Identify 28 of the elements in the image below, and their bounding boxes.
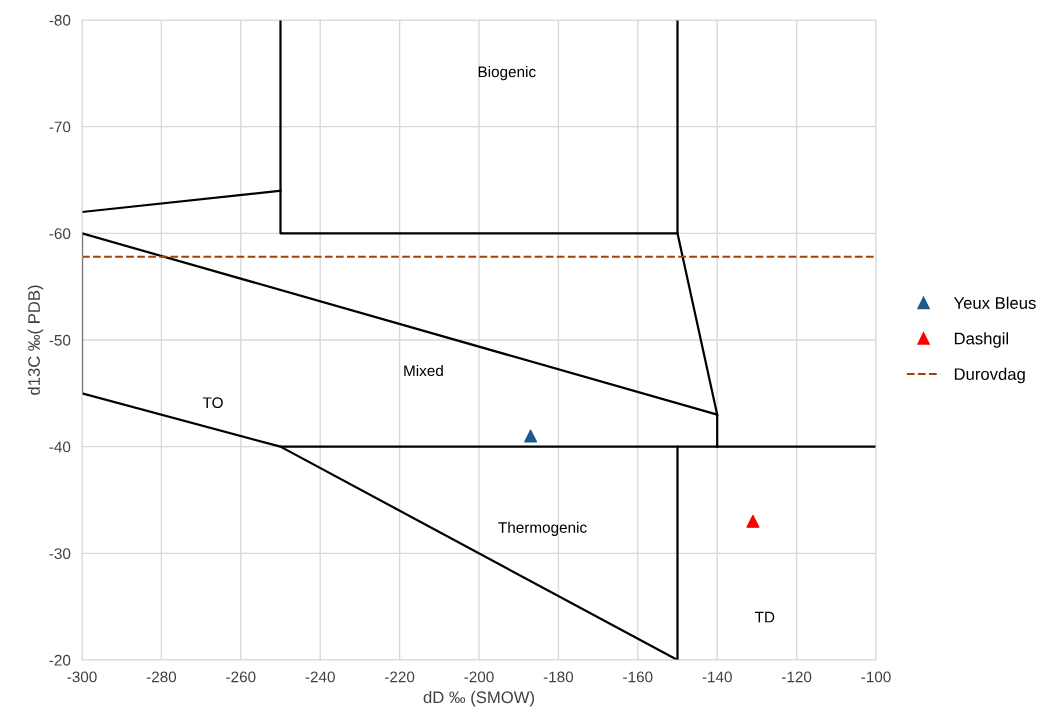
legend-label: Dashgil bbox=[954, 332, 1009, 348]
y-tick-label: -50 bbox=[49, 334, 71, 346]
annotation: Mixed bbox=[404, 364, 443, 377]
y-tick-label: -60 bbox=[49, 228, 71, 240]
x-tick-label: -120 bbox=[781, 671, 812, 683]
x-tick-label: -300 bbox=[67, 671, 97, 683]
y-tick-label: -70 bbox=[49, 121, 71, 133]
annotation: TO bbox=[202, 397, 223, 409]
x-tick-label: -100 bbox=[861, 671, 891, 683]
x-axis-title: dD ‰ (SMOW) bbox=[423, 690, 534, 707]
x-tick-label: -260 bbox=[226, 671, 256, 683]
x-tick-label: -200 bbox=[464, 671, 494, 683]
annotation: Thermogenic bbox=[498, 521, 587, 536]
x-tick-label: -220 bbox=[384, 671, 415, 683]
x-tick-label: -280 bbox=[146, 671, 177, 683]
x-tick-label: -140 bbox=[702, 671, 732, 683]
annotation: Biogenic bbox=[478, 66, 536, 81]
y-tick-label: -20 bbox=[49, 654, 71, 666]
y-tick-label: -30 bbox=[49, 548, 71, 560]
y-axis-title: d13C ‰( PDB) bbox=[27, 285, 44, 395]
x-tick-label: -160 bbox=[623, 671, 653, 683]
x-tick-label: -180 bbox=[543, 671, 574, 683]
y-tick-label: -80 bbox=[49, 14, 71, 26]
annotation: TD bbox=[755, 611, 775, 623]
legend-label: Durovdag bbox=[954, 367, 1025, 384]
legend-label: Yeux Bleus bbox=[953, 296, 1036, 309]
y-tick-label: -40 bbox=[49, 441, 71, 453]
x-tick-label: -240 bbox=[305, 671, 335, 683]
